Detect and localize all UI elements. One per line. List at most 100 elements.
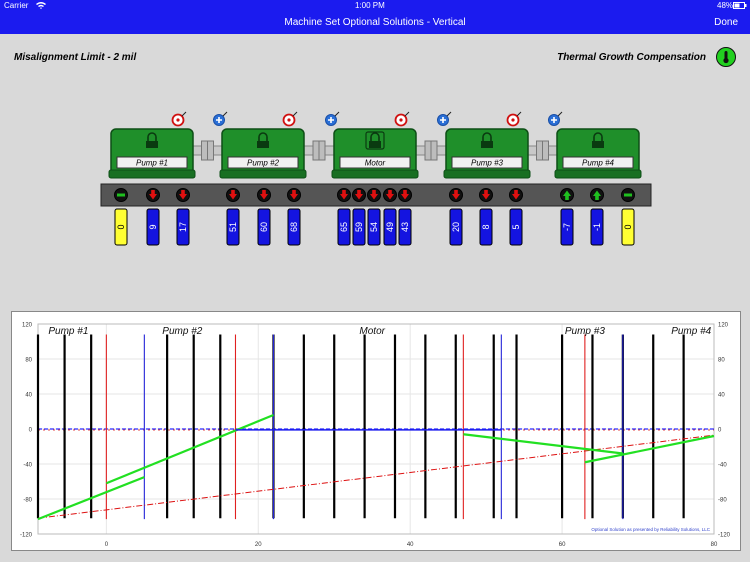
machine-pump-2[interactable]: Pump #2 — [219, 128, 307, 179]
plus-icon[interactable] — [213, 111, 228, 126]
machine-label-plate — [339, 156, 411, 169]
target-icon[interactable] — [506, 111, 522, 127]
machine-label: Pump #1 — [136, 159, 168, 168]
machine-pump-1[interactable]: Pump #1 — [108, 128, 196, 179]
foot-value-pill — [398, 208, 412, 246]
y-tick-label-right: 120 — [718, 323, 729, 329]
alignment-chart: 120 120 80 80 40 40 0 0 -40 -40 -80 -80 -120 -120 0 20 4… — [20, 323, 731, 549]
machine-base — [219, 169, 307, 179]
thermometer-icon[interactable] — [716, 47, 736, 67]
arrow-down-icon — [355, 190, 363, 200]
arrow-down-icon — [482, 190, 490, 200]
foot-value: 49 — [385, 222, 395, 232]
reference-line — [37, 434, 715, 519]
series-line-1 — [37, 476, 145, 521]
foot-value-pill — [383, 208, 397, 246]
lock-body — [481, 141, 493, 148]
foot-17[interactable]: 0 — [621, 188, 635, 246]
foot-value: -7 — [562, 223, 572, 231]
machine-label: Pump #2 — [247, 159, 280, 168]
machine-label: Motor — [365, 159, 386, 168]
foot-11[interactable]: 43 — [398, 188, 412, 246]
foot-9[interactable]: 54 — [367, 188, 381, 246]
y-tick-label-left: -80 — [23, 498, 32, 504]
plus-sign — [328, 117, 334, 123]
lock-shackle — [370, 132, 380, 141]
foot-2[interactable]: 9 — [146, 188, 160, 246]
foot-value: 0 — [623, 224, 633, 229]
foot-10[interactable]: 49 — [383, 188, 397, 246]
foot-14[interactable]: 5 — [509, 188, 523, 246]
navigation-bar: Machine Set Optional Solutions - Vertica… — [0, 12, 750, 34]
lock-frame — [365, 131, 385, 150]
lock-body — [592, 141, 604, 148]
lock-icon — [592, 132, 604, 148]
foot-value: 60 — [259, 222, 269, 232]
arrow-down-icon — [179, 190, 187, 200]
chart-machine-label: Pump #1 — [48, 326, 88, 337]
machine-pump-3[interactable]: Pump #3 — [443, 128, 531, 179]
lock-body — [146, 141, 158, 148]
foot-value-pill — [590, 208, 604, 246]
foot-value-pill — [176, 208, 190, 246]
arrow-down-icon — [512, 190, 520, 200]
target-icon[interactable] — [171, 111, 187, 127]
machine-label: Pump #4 — [582, 159, 615, 168]
plus-icon[interactable] — [437, 111, 452, 126]
foot-13[interactable]: 8 — [479, 188, 493, 246]
chart-footer: Optional Solution as presented by Reliab… — [591, 527, 710, 532]
foot-value: 68 — [289, 222, 299, 232]
target-icon[interactable] — [282, 111, 298, 127]
lock-body — [369, 141, 381, 148]
target-arrow — [292, 111, 298, 117]
coupling-hub — [536, 140, 549, 161]
x-tick-label: 40 — [407, 542, 414, 548]
page-title: Machine Set Optional Solutions - Vertica… — [284, 17, 466, 28]
arrow-up-icon — [563, 190, 571, 200]
foot-value: 20 — [451, 222, 461, 232]
foot-16[interactable]: -1 — [590, 188, 604, 246]
y-tick-label-left: 40 — [25, 393, 32, 399]
foot-12[interactable]: 20 — [449, 188, 463, 246]
machine-pump-4[interactable]: Pump #4 — [554, 128, 642, 179]
coupling-shaft — [192, 145, 223, 156]
y-tick-label-right: -120 — [718, 533, 731, 539]
foot-value-pill — [226, 208, 240, 246]
target-icon[interactable] — [394, 111, 410, 127]
plus-icon[interactable] — [325, 111, 340, 126]
foot-value: 9 — [148, 224, 158, 229]
foot-15[interactable]: -7 — [560, 188, 574, 246]
lock-icon — [257, 132, 269, 148]
x-tick-label: 20 — [255, 542, 262, 548]
machine-base — [331, 169, 419, 179]
x-tick-label: 80 — [711, 542, 718, 548]
foot-6[interactable]: 68 — [287, 188, 301, 246]
foot-7[interactable]: 65 — [337, 188, 351, 246]
foot-4[interactable]: 51 — [226, 188, 240, 246]
coupling-hub — [312, 140, 326, 161]
y-tick-label-right: 80 — [718, 358, 725, 364]
y-tick-label-right: 40 — [718, 393, 725, 399]
machine-label-plate — [227, 156, 299, 169]
target-arrow — [516, 111, 522, 117]
lock-shackle — [593, 132, 603, 141]
arrow-down-icon — [260, 190, 268, 200]
plus-sign — [216, 117, 222, 123]
foot-8[interactable]: 59 — [352, 188, 366, 246]
foot-value-pill — [367, 208, 381, 246]
foot-3[interactable]: 17 — [176, 188, 190, 246]
machine-motor[interactable]: Motor — [331, 128, 419, 179]
chart-machine-label: Motor — [359, 326, 385, 337]
arrow-down-icon — [401, 190, 409, 200]
foot-5[interactable]: 60 — [257, 188, 271, 246]
x-tick-label: 60 — [559, 542, 566, 548]
chart-machine-label: Pump #2 — [162, 326, 202, 337]
plus-sign — [440, 117, 446, 123]
done-button[interactable]: Done — [714, 17, 738, 28]
foot-value-pill — [621, 208, 635, 246]
dash-icon — [117, 193, 125, 197]
coupling — [527, 140, 558, 161]
coupling-shaft — [527, 145, 558, 156]
plus-icon[interactable] — [548, 111, 563, 126]
foot-1[interactable]: 0 — [114, 188, 128, 246]
